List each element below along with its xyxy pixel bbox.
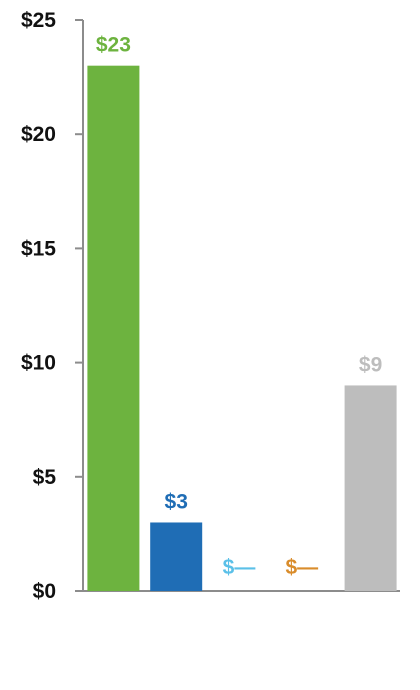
data-label-0: $23 — [96, 34, 131, 57]
y-tick-label: $10 — [21, 352, 56, 375]
data-labels: $23 $3 $— $— $9 — [96, 34, 382, 579]
y-tick-label: $0 — [33, 580, 56, 603]
y-tick-label: $15 — [21, 237, 56, 260]
data-label-1: $3 — [165, 490, 188, 513]
bar-0 — [87, 65, 140, 592]
bar-4 — [344, 385, 397, 591]
y-tick-label: $20 — [21, 123, 56, 146]
bar-1 — [150, 522, 203, 591]
data-label-3: $— — [285, 556, 318, 579]
y-tick-label: $5 — [33, 466, 57, 489]
bars — [87, 65, 397, 592]
y-axis: $0 $5 $10 $15 $20 $25 — [21, 9, 400, 603]
y-tick-label: $25 — [21, 9, 56, 32]
data-label-4: $9 — [359, 353, 382, 376]
data-label-2: $— — [223, 556, 256, 579]
